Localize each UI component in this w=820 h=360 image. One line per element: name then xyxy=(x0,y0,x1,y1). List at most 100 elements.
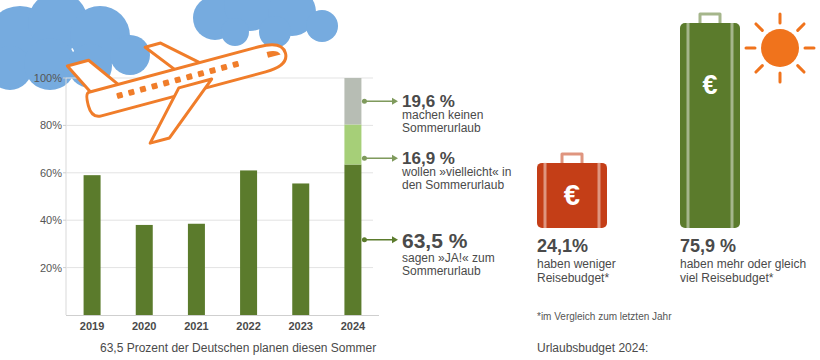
suitcase-stripe xyxy=(687,23,690,228)
airplane xyxy=(67,11,299,159)
plane-window xyxy=(209,67,216,74)
annotation: sagen »JA!« zumSommerurlaub xyxy=(402,251,495,278)
cloud xyxy=(306,10,338,42)
x-tick-label: 2019 xyxy=(80,320,104,332)
plane-window xyxy=(186,73,193,80)
grid-line xyxy=(66,267,373,268)
plane-cockpit xyxy=(267,49,281,58)
x-tick-label: 2021 xyxy=(184,320,208,332)
x-tick-label: 2024 xyxy=(341,320,366,332)
text-line: Reisebudget* xyxy=(537,271,609,285)
y-tick-label: 80% xyxy=(40,119,62,131)
data-label: 19,6 % xyxy=(402,92,455,111)
y-tick xyxy=(63,220,66,221)
data-label: 63,5 % xyxy=(402,229,468,252)
bar xyxy=(240,170,257,315)
sun-ray xyxy=(798,66,804,72)
connector-dot xyxy=(362,237,367,242)
plane-window xyxy=(197,70,204,77)
annotation: machen keinenSommerurlaub xyxy=(402,108,483,135)
sun-disc xyxy=(761,29,799,67)
suitcase: € xyxy=(537,154,607,228)
connector xyxy=(364,100,396,102)
category-label: haben mehr oder gleichviel Reisebudget* xyxy=(680,257,806,285)
y-tick-label: 60% xyxy=(40,167,62,179)
caption: 63,5 Prozent der Deutschen planen diesen… xyxy=(100,341,376,355)
bar xyxy=(292,183,309,315)
sun-ray xyxy=(805,47,814,50)
bar-chart: 20% 40% 60% 80% 100% 2019 2020 2021 2022 2023 2024… xyxy=(34,11,512,355)
plane-window xyxy=(232,61,239,68)
bar xyxy=(136,225,153,315)
text-line: haben weniger xyxy=(537,257,616,271)
suitcase-body xyxy=(680,23,740,228)
bars xyxy=(84,78,362,315)
text-line: Sommerurlaub xyxy=(402,121,481,135)
text-line: haben mehr oder gleich xyxy=(680,257,806,271)
plane-window xyxy=(116,92,123,99)
plane-window xyxy=(220,64,227,71)
series-label: sagen »JA!« zumSommerurlaub xyxy=(402,251,495,278)
y-axis-line xyxy=(66,78,67,315)
page: {"chart_data": [ {"type": "bar", "title"… xyxy=(0,0,820,360)
text-line: sagen »JA!« zum xyxy=(402,251,495,265)
connector-arrow xyxy=(392,155,398,162)
text-line: viel Reisebudget* xyxy=(680,271,774,285)
grid-line xyxy=(66,220,373,221)
pictogram-chart: €24,1%haben wenigerReisebudget* €75,9 %ha… xyxy=(537,14,806,355)
data-label: 75,9 % xyxy=(680,236,736,256)
series-label: machen keinenSommerurlaub xyxy=(402,108,483,135)
x-tick-label: 2023 xyxy=(289,320,313,332)
data-label: 24,1% xyxy=(537,236,588,256)
connector xyxy=(364,239,396,241)
chart-canvas: 20% 40% 60% 80% 100% 2019 2020 2021 2022 2023 2024… xyxy=(0,0,820,360)
bar xyxy=(84,175,101,315)
sun-ray xyxy=(746,47,755,50)
text-line: Sommerurlaub xyxy=(402,264,481,278)
x-tick-label: 2020 xyxy=(132,320,156,332)
bar xyxy=(344,124,361,164)
suitcase-handle xyxy=(562,154,582,163)
suitcase-body xyxy=(537,163,607,228)
connector xyxy=(364,157,396,159)
y-tick-label: 100% xyxy=(34,72,62,84)
sun xyxy=(746,14,814,82)
sun-ray xyxy=(798,24,804,30)
plane-wing xyxy=(138,79,223,143)
suitcase-handle xyxy=(700,14,720,23)
x-axis-line xyxy=(66,315,379,316)
suitcase: € xyxy=(680,14,740,228)
y-tick xyxy=(63,78,66,79)
sun-ray xyxy=(779,14,782,23)
connector-arrow xyxy=(392,98,398,105)
annotation: wollen »vielleicht« inden Sommerurlaub xyxy=(401,165,511,192)
suitcase-symbol: € xyxy=(702,70,717,100)
plane-window xyxy=(128,89,135,96)
data-label: 16,9 % xyxy=(402,149,455,168)
y-tick-label: 40% xyxy=(40,214,62,226)
plane-window xyxy=(162,79,169,86)
suitcase-stripe xyxy=(544,163,547,228)
bar xyxy=(344,78,361,124)
cloud xyxy=(221,18,249,46)
y-tick xyxy=(63,125,66,126)
plane-window xyxy=(174,76,181,83)
cloud xyxy=(259,16,291,48)
x-tick-label: 2022 xyxy=(236,320,260,332)
footnote: *im Vergleich zum letzten Jahr xyxy=(537,311,672,322)
grid-line xyxy=(66,172,373,173)
caption: Urlaubsbudget 2024: xyxy=(537,341,648,355)
connector-dot xyxy=(362,156,367,161)
suitcase-symbol: € xyxy=(564,178,580,211)
sun-ray xyxy=(756,66,762,72)
axes: 20% 40% 60% 80% 100% 2019 2020 2021 2022 2023 2024 xyxy=(34,72,379,332)
plane-window xyxy=(139,86,146,93)
text-line: den Sommerurlaub xyxy=(402,178,504,192)
series-label: wollen »vielleicht« inden Sommerurlaub xyxy=(401,165,511,192)
plane-window xyxy=(151,82,158,89)
grid-line xyxy=(66,125,373,126)
sun-ray xyxy=(756,24,762,30)
bar xyxy=(344,165,361,315)
bar xyxy=(188,224,205,315)
y-tick-label: 20% xyxy=(40,262,62,274)
